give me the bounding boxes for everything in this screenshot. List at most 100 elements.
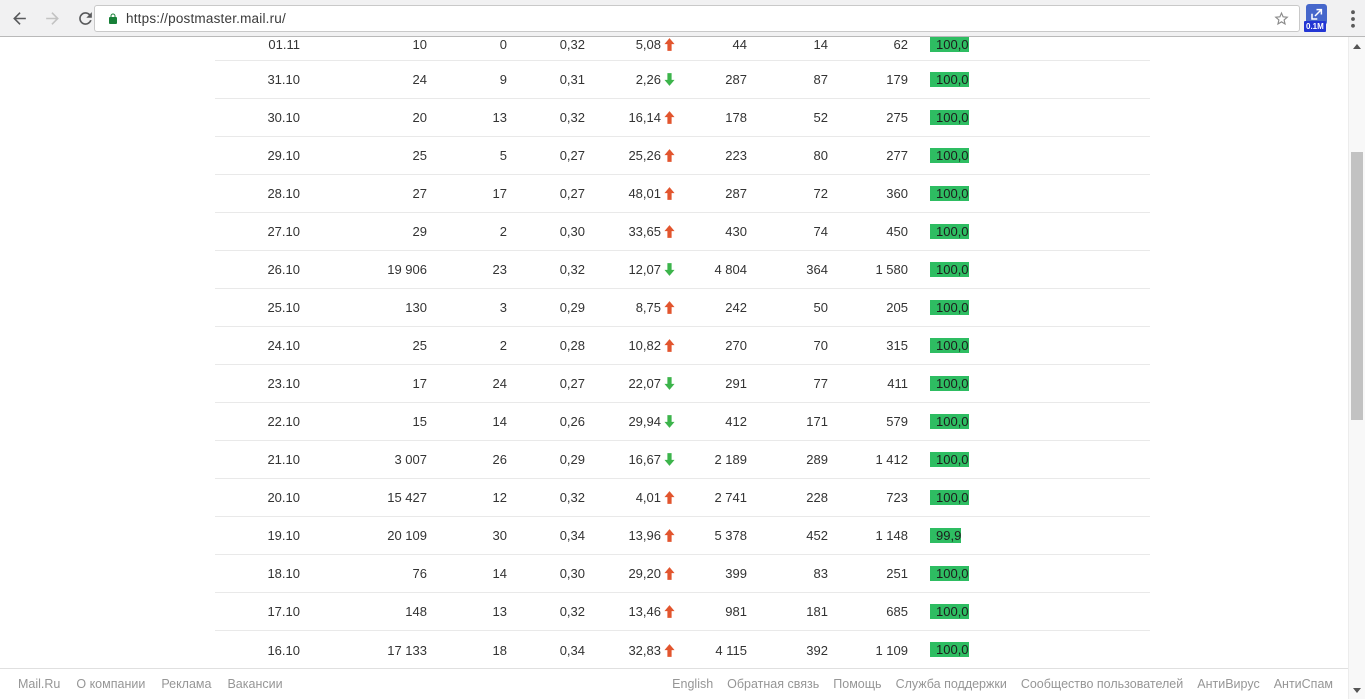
table-row[interactable]: 27.10 29 2 0,30 33,65 430 74 450 100,0: [215, 213, 1150, 251]
table-row[interactable]: 24.10 25 2 0,28 10,82 270 70 315 100,0: [215, 327, 1150, 365]
footer-link[interactable]: Сообщество пользователей: [1020, 677, 1184, 691]
trend-value: 8,75: [635, 300, 661, 315]
table-row[interactable]: 17.10 148 13 0,32 13,46 981 181 685 100,…: [215, 593, 1150, 631]
footer-link[interactable]: Mail.Ru: [18, 677, 61, 691]
delivery-rate-bar: 100,0: [930, 565, 969, 581]
table-row[interactable]: 01.11 10 0 0,32 5,08 44 14 62 100,0: [215, 37, 1150, 61]
scroll-down-button[interactable]: [1349, 682, 1365, 698]
opens-cell: 4 804: [714, 262, 747, 277]
complaints-cell: 9: [499, 72, 507, 87]
vertical-scrollbar[interactable]: [1348, 37, 1365, 699]
trend-value: 12,07: [628, 262, 661, 277]
messages-cell: 76: [412, 566, 427, 581]
scroll-up-button[interactable]: [1349, 38, 1365, 54]
trend-value: 32,83: [628, 642, 661, 658]
ratio-cell: 0,28: [559, 338, 585, 353]
delivery-rate-bar: 100,0: [930, 299, 969, 315]
deletes-cell: 70: [813, 338, 828, 353]
trend-arrow-icon: [664, 529, 675, 542]
footer-link[interactable]: Реклама: [161, 677, 212, 691]
forward-button[interactable]: [38, 4, 66, 32]
table-row[interactable]: 19.10 20 109 30 0,34 13,96 5 378 452 1 1…: [215, 517, 1150, 555]
table-row[interactable]: 23.10 17 24 0,27 22,07 291 77 411 100,0: [215, 365, 1150, 403]
complaints-cell: 30: [492, 528, 507, 543]
scroll-up-icon: [1353, 43, 1361, 49]
footer-link[interactable]: Обратная связь: [727, 677, 820, 691]
ratio-cell: 0,32: [559, 110, 585, 125]
ratio-cell: 0,29: [559, 452, 585, 467]
delivery-rate-bar: 100,0: [930, 337, 969, 353]
trend-value: 13,96: [628, 528, 661, 543]
menu-button[interactable]: [1341, 7, 1365, 31]
delivery-rate-cell: 99,9: [930, 526, 1128, 546]
reads-cell: 1 109: [875, 642, 908, 658]
reads-cell: 277: [886, 148, 908, 163]
bookmark-star-icon[interactable]: [1273, 10, 1290, 27]
footer-link[interactable]: Вакансии: [227, 677, 283, 691]
date-cell: 20.10: [267, 490, 300, 505]
table-row[interactable]: 18.10 76 14 0,30 29,20 399 83 251 100,0: [215, 555, 1150, 593]
ratio-cell: 0,30: [559, 224, 585, 239]
delivery-rate-cell: 100,0: [930, 37, 1128, 52]
footer-link[interactable]: О компании: [76, 677, 146, 691]
complaints-cell: 14: [492, 566, 507, 581]
trend-arrow-icon: [664, 643, 675, 657]
url-text[interactable]: https://postmaster.mail.ru/: [126, 11, 286, 26]
trend-cell: 4,01: [585, 490, 675, 505]
table-row[interactable]: 20.10 15 427 12 0,32 4,01 2 741 228 723 …: [215, 479, 1150, 517]
footer-link[interactable]: Служба поддержки: [895, 677, 1007, 691]
delivery-rate-label: 100,0: [936, 109, 969, 125]
table-row[interactable]: 31.10 24 9 0,31 2,26 287 87 179 100,0: [215, 61, 1150, 99]
delivery-rate-cell: 100,0: [930, 336, 1128, 356]
table-row[interactable]: 30.10 20 13 0,32 16,14 178 52 275 100,0: [215, 99, 1150, 137]
reads-cell: 360: [886, 186, 908, 201]
footer-link[interactable]: АнтиВирус: [1197, 677, 1260, 691]
delivery-rate-bar: 100,0: [930, 642, 969, 657]
address-bar[interactable]: https://postmaster.mail.ru/: [94, 5, 1300, 32]
date-cell: 31.10: [267, 72, 300, 87]
messages-cell: 130: [405, 300, 427, 315]
table-row[interactable]: 25.10 130 3 0,29 8,75 242 50 205 100,0: [215, 289, 1150, 327]
trend-value: 22,07: [628, 376, 661, 391]
deletes-cell: 14: [813, 37, 828, 52]
trend-cell: 32,83: [585, 643, 675, 658]
trend-arrow-icon: [664, 225, 675, 238]
delivery-rate-cell: 100,0: [930, 564, 1128, 584]
delivery-rate-cell: 100,0: [930, 260, 1128, 280]
trend-cell: 25,26: [585, 148, 675, 163]
ratio-cell: 0,27: [559, 148, 585, 163]
date-cell: 23.10: [267, 376, 300, 391]
table-row[interactable]: 16.10 17 133 18 0,34 32,83 4 115 392 1 1…: [215, 631, 1150, 669]
table-row[interactable]: 29.10 25 5 0,27 25,26 223 80 277 100,0: [215, 137, 1150, 175]
trend-arrow-icon: [664, 491, 675, 504]
table-row[interactable]: 28.10 27 17 0,27 48,01 287 72 360 100,0: [215, 175, 1150, 213]
refresh-icon: [76, 9, 95, 28]
ratio-cell: 0,32: [559, 604, 585, 619]
delivery-rate-bar: 100,0: [930, 261, 969, 277]
extension-button[interactable]: 0.1M: [1304, 4, 1330, 34]
date-cell: 16.10: [267, 642, 300, 658]
lock-icon[interactable]: [107, 12, 119, 26]
date-cell: 29.10: [267, 148, 300, 163]
back-button[interactable]: [5, 4, 33, 32]
table-row[interactable]: 22.10 15 14 0,26 29,94 412 171 579 100,0: [215, 403, 1150, 441]
extension-icon: [1306, 4, 1327, 25]
reads-cell: 579: [886, 414, 908, 429]
scrollbar-thumb[interactable]: [1351, 152, 1363, 420]
trend-value: 16,14: [628, 110, 661, 125]
table-row[interactable]: 21.10 3 007 26 0,29 16,67 2 189 289 1 41…: [215, 441, 1150, 479]
ratio-cell: 0,31: [559, 72, 585, 87]
footer-link[interactable]: English: [672, 677, 714, 691]
page-footer: Mail.Ru О компании Реклама Вакансии English…: [0, 668, 1365, 699]
footer-links-right: English Обратная связь Помощь Служба поддер…: [658, 677, 1333, 691]
delivery-rate-label: 100,0: [936, 603, 969, 619]
footer-link[interactable]: Помощь: [833, 677, 882, 691]
delivery-rate-cell: 100,0: [930, 488, 1128, 508]
footer-link[interactable]: АнтиСпам: [1273, 677, 1333, 691]
back-icon: [10, 9, 29, 28]
delivery-rate-cell: 100,0: [930, 412, 1128, 432]
delivery-rate-bar: 100,0: [930, 37, 969, 52]
trend-value: 48,01: [628, 186, 661, 201]
table-row[interactable]: 26.10 19 906 23 0,32 12,07 4 804 364 1 5…: [215, 251, 1150, 289]
trend-cell: 12,07: [585, 262, 675, 277]
